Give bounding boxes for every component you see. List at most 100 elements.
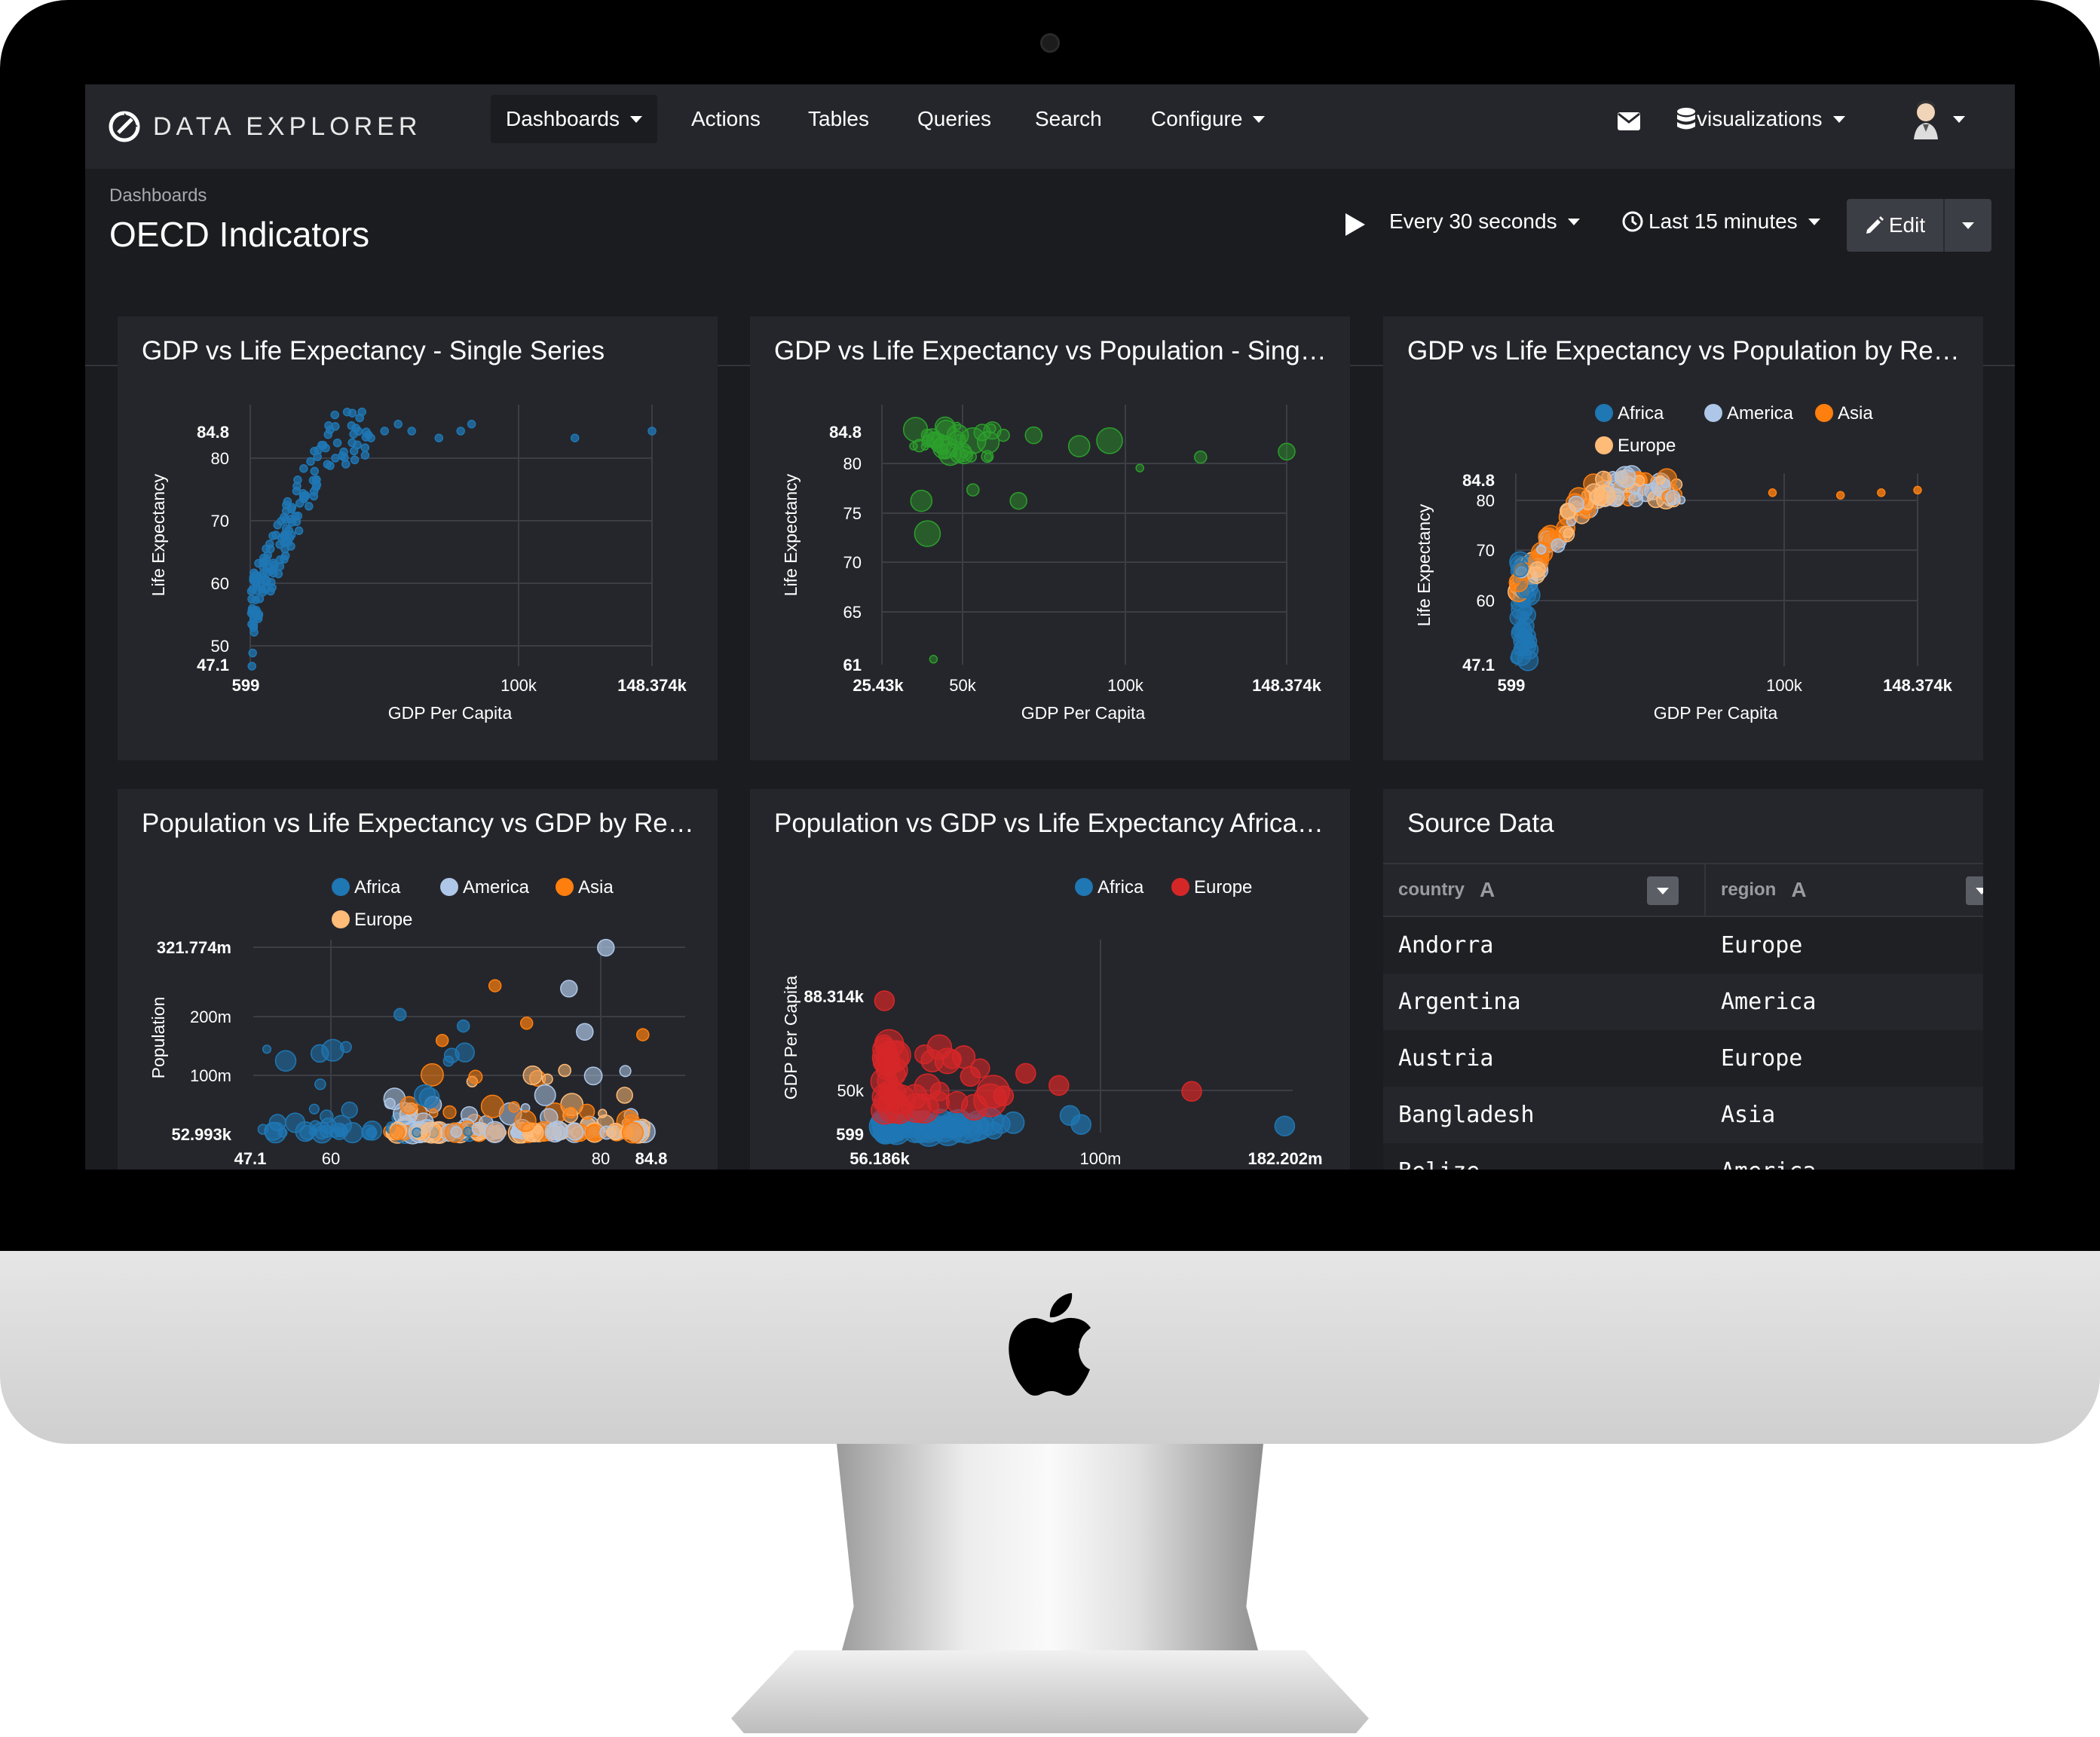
data-point[interactable] xyxy=(541,1073,553,1085)
data-point[interactable] xyxy=(249,612,259,621)
data-point[interactable] xyxy=(283,497,292,506)
data-point[interactable] xyxy=(1536,544,1547,555)
data-point[interactable] xyxy=(331,422,340,431)
data-point[interactable] xyxy=(927,432,944,450)
column-header-region[interactable]: region A xyxy=(1721,864,1807,916)
data-point[interactable] xyxy=(1655,475,1666,485)
data-point[interactable] xyxy=(902,417,929,442)
edit-dropdown-toggle[interactable] xyxy=(1945,199,1991,252)
data-point[interactable] xyxy=(399,1096,418,1115)
data-point[interactable] xyxy=(960,1066,981,1087)
data-point[interactable] xyxy=(1593,485,1616,507)
data-point[interactable] xyxy=(380,427,389,436)
data-point[interactable] xyxy=(508,1101,520,1113)
panel-title[interactable]: GDP vs Life Expectancy - Single Series xyxy=(142,336,605,365)
data-point[interactable] xyxy=(341,1101,358,1119)
data-point[interactable] xyxy=(874,990,895,1011)
data-point[interactable] xyxy=(347,421,357,430)
data-point[interactable] xyxy=(354,427,363,436)
data-point[interactable] xyxy=(362,427,371,436)
data-point[interactable] xyxy=(393,1008,407,1022)
data-point[interactable] xyxy=(647,427,657,436)
data-point[interactable] xyxy=(471,1121,486,1136)
legend-label[interactable]: Europe xyxy=(354,910,412,930)
data-point[interactable] xyxy=(1551,538,1566,553)
edit-button[interactable]: Edit xyxy=(1847,199,1943,252)
data-point[interactable] xyxy=(1015,1063,1036,1084)
data-point[interactable] xyxy=(305,502,314,511)
data-point[interactable] xyxy=(330,410,339,420)
data-point[interactable] xyxy=(1563,528,1574,539)
data-point[interactable] xyxy=(268,565,277,574)
data-point[interactable] xyxy=(1550,530,1560,540)
data-point[interactable] xyxy=(1665,490,1681,506)
data-point[interactable] xyxy=(1096,427,1123,454)
table-row[interactable]: Belize America xyxy=(1383,1143,1983,1170)
data-point[interactable] xyxy=(341,460,351,469)
data-point[interactable] xyxy=(920,1049,944,1072)
data-point[interactable] xyxy=(286,504,296,514)
data-point[interactable] xyxy=(301,492,310,501)
legend-label[interactable]: Europe xyxy=(1194,877,1252,898)
data-point[interactable] xyxy=(981,450,994,463)
data-point[interactable] xyxy=(1517,650,1539,671)
legend-label[interactable]: America xyxy=(463,877,530,898)
data-point[interactable] xyxy=(1067,435,1091,457)
data-point[interactable] xyxy=(1560,503,1576,520)
data-point[interactable] xyxy=(1835,491,1845,500)
data-point[interactable] xyxy=(463,1127,473,1137)
data-point[interactable] xyxy=(274,1050,297,1072)
data-point[interactable] xyxy=(945,1090,969,1114)
data-point[interactable] xyxy=(534,1084,556,1106)
data-point[interactable] xyxy=(488,979,502,992)
table-row[interactable]: Austria Europe xyxy=(1383,1030,1983,1087)
panel-title[interactable]: Population vs Life Expectancy vs GDP by … xyxy=(142,809,694,838)
data-point[interactable] xyxy=(881,1040,911,1070)
column-header-country[interactable]: country A xyxy=(1398,864,1495,916)
data-point[interactable] xyxy=(1278,442,1296,461)
data-point[interactable] xyxy=(355,413,364,423)
data-point[interactable] xyxy=(350,455,360,465)
data-point[interactable] xyxy=(544,1121,565,1143)
nav-dashboards[interactable]: Dashboards xyxy=(491,95,657,143)
data-point[interactable] xyxy=(308,1103,320,1115)
data-point[interactable] xyxy=(312,480,322,489)
data-point[interactable] xyxy=(1194,450,1208,464)
data-point[interactable] xyxy=(1877,488,1886,497)
legend-label[interactable]: Africa xyxy=(1618,403,1664,424)
data-point[interactable] xyxy=(338,451,347,460)
nav-queries[interactable]: Queries xyxy=(902,95,1006,143)
data-point[interactable] xyxy=(442,1055,455,1067)
data-point[interactable] xyxy=(570,433,580,442)
data-point[interactable] xyxy=(1595,470,1612,488)
data-point[interactable] xyxy=(455,1042,475,1063)
data-point[interactable] xyxy=(362,1120,383,1141)
time-range-select[interactable]: Last 15 minutes xyxy=(1621,196,1820,247)
legend-label[interactable]: Asia xyxy=(1838,403,1873,424)
brand[interactable]: DATA EXPLORER xyxy=(108,102,421,151)
data-point[interactable] xyxy=(265,540,274,549)
data-point[interactable] xyxy=(293,476,302,485)
data-point[interactable] xyxy=(320,1109,334,1124)
data-point[interactable] xyxy=(1516,619,1527,630)
data-point[interactable] xyxy=(966,483,980,497)
data-point[interactable] xyxy=(1024,426,1043,445)
data-point[interactable] xyxy=(1517,629,1528,640)
data-point[interactable] xyxy=(339,1041,352,1054)
data-point[interactable] xyxy=(565,1106,577,1119)
panel-title[interactable]: Source Data xyxy=(1407,809,1554,838)
data-point[interactable] xyxy=(412,1127,422,1138)
data-point[interactable] xyxy=(294,526,304,536)
data-point[interactable] xyxy=(281,524,291,534)
data-point[interactable] xyxy=(938,449,948,460)
data-point[interactable] xyxy=(914,520,941,547)
data-point[interactable] xyxy=(349,446,359,456)
data-point[interactable] xyxy=(583,1066,603,1086)
data-point[interactable] xyxy=(456,427,465,436)
data-point[interactable] xyxy=(931,1115,959,1142)
data-point[interactable] xyxy=(935,416,956,438)
table-row[interactable]: Bangladesh Asia xyxy=(1383,1087,1983,1143)
data-point[interactable] xyxy=(428,1108,439,1118)
data-point[interactable] xyxy=(991,1115,1011,1134)
data-point[interactable] xyxy=(986,423,996,434)
